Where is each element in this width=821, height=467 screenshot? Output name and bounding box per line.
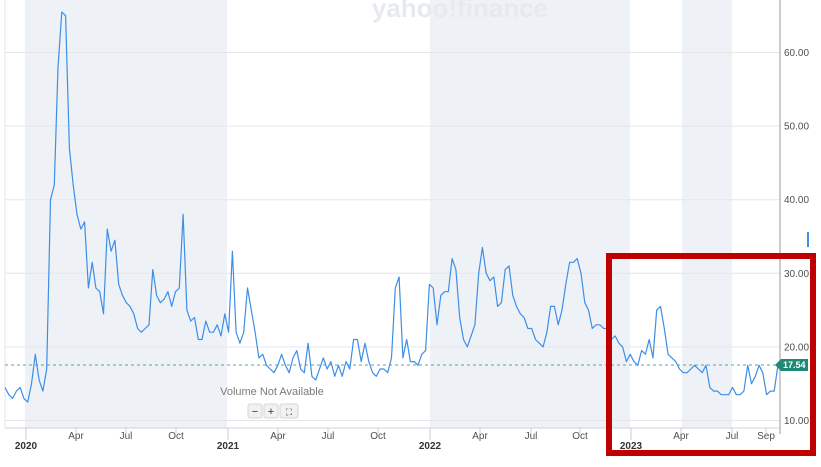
- x-month-label: Sep: [757, 431, 775, 442]
- zoom-in-button[interactable]: +: [263, 403, 279, 419]
- zoom-in-icon: +: [268, 406, 274, 418]
- shade-bands: [25, 0, 732, 428]
- y-tick-label: 20.00: [784, 342, 809, 353]
- chart-edge-marker: [807, 232, 809, 247]
- x-axis-labels: 2020 Apr Jul Oct 2021 Apr Jul Oct 2022 Apr Jul Oct 2…: [15, 428, 775, 452]
- x-year-label: 2023: [620, 441, 643, 452]
- price-tag-background: [775, 359, 808, 372]
- x-month-label: Apr: [68, 431, 84, 442]
- fullscreen-button[interactable]: ⛶: [279, 403, 299, 419]
- current-price-tag: 17.54: [775, 359, 808, 372]
- zoom-out-button[interactable]: −: [247, 403, 263, 419]
- x-month-label: Apr: [673, 431, 689, 442]
- y-tick-label: 60.00: [784, 48, 809, 59]
- series-line: [4, 11, 779, 403]
- shade-band-2: [682, 0, 732, 428]
- y-tick-label: 30.00: [784, 269, 809, 280]
- x-month-label: Jul: [525, 431, 538, 442]
- x-month-label: Oct: [572, 431, 588, 442]
- x-month-label: Apr: [270, 431, 286, 442]
- shade-band-1: [430, 0, 630, 428]
- x-year-label: 2021: [217, 441, 240, 452]
- x-month-label: Oct: [370, 431, 386, 442]
- x-month-label: Jul: [120, 431, 133, 442]
- y-tick-label: 50.00: [784, 122, 809, 133]
- volume-not-available-label: Volume Not Available: [220, 386, 324, 398]
- zoom-controls: − + ⛶: [247, 403, 299, 419]
- highlight-annotation-box: [606, 253, 816, 456]
- x-month-label: Apr: [472, 431, 488, 442]
- yahoo-finance-watermark: yahoo!finance: [372, 0, 548, 23]
- y-tick-label: 10.00: [784, 416, 809, 427]
- y-tick-label: 40.00: [784, 195, 809, 206]
- x-month-label: Jul: [726, 431, 739, 442]
- x-month-label: Jul: [322, 431, 335, 442]
- shade-band-0: [25, 0, 227, 428]
- current-price-label: 17.54: [783, 360, 806, 370]
- x-year-label: 2022: [419, 441, 442, 452]
- zoom-out-icon: −: [252, 406, 258, 418]
- x-month-label: Oct: [168, 431, 184, 442]
- y-axis-labels: 10.00 20.00 30.00 40.00 50.00 60.00: [784, 48, 809, 427]
- fullscreen-icon: ⛶: [285, 407, 293, 417]
- x-year-label: 2020: [15, 441, 38, 452]
- gridlines: [5, 52, 780, 421]
